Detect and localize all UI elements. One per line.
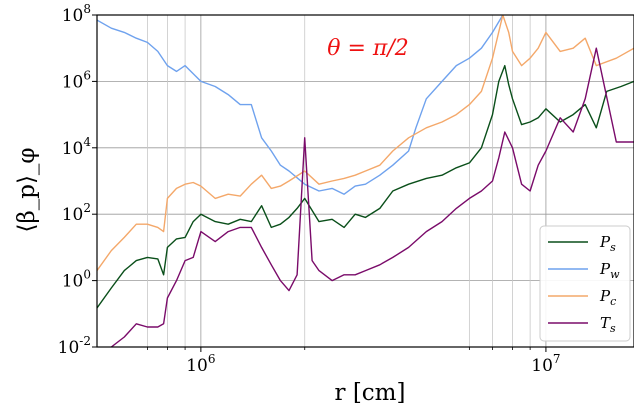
legend-label-P_w: Pw: [599, 260, 620, 281]
legend-label-P_c: Pc: [599, 287, 616, 308]
series-group: [97, 15, 634, 347]
y-tick-label: 104: [62, 135, 92, 159]
angle-annotation: θ = π/2: [327, 36, 409, 61]
y-axis-label: ⟨β_p⟩_φ: [14, 147, 40, 232]
y-tick-label: 100: [62, 268, 91, 292]
plot-frame: [96, 14, 634, 348]
y-tick-label: 108: [62, 2, 91, 26]
x-tick-label: 107: [531, 352, 560, 376]
legend-label-P_s: Ps: [599, 233, 616, 254]
x-axis-label: r [cm]: [335, 380, 406, 406]
legend: Ps Pw Pc Ts: [539, 225, 631, 342]
y-tick-label: 10-2: [58, 334, 91, 358]
y-tick-label: 102: [62, 201, 91, 225]
series-line-T_s: [110, 47, 634, 347]
y-tick-label: 106: [62, 68, 91, 92]
x-tick-label: 106: [186, 352, 215, 376]
legend-box: [539, 225, 631, 342]
series-line-P_c: [97, 15, 634, 272]
y-axis: 10-2 100 102 104 106 108: [58, 2, 97, 358]
x-axis: 106 107: [147, 347, 561, 376]
series-line-P_w: [97, 15, 504, 195]
legend-label-T_s: Ts: [600, 314, 616, 335]
series-line-P_s: [97, 64, 634, 309]
